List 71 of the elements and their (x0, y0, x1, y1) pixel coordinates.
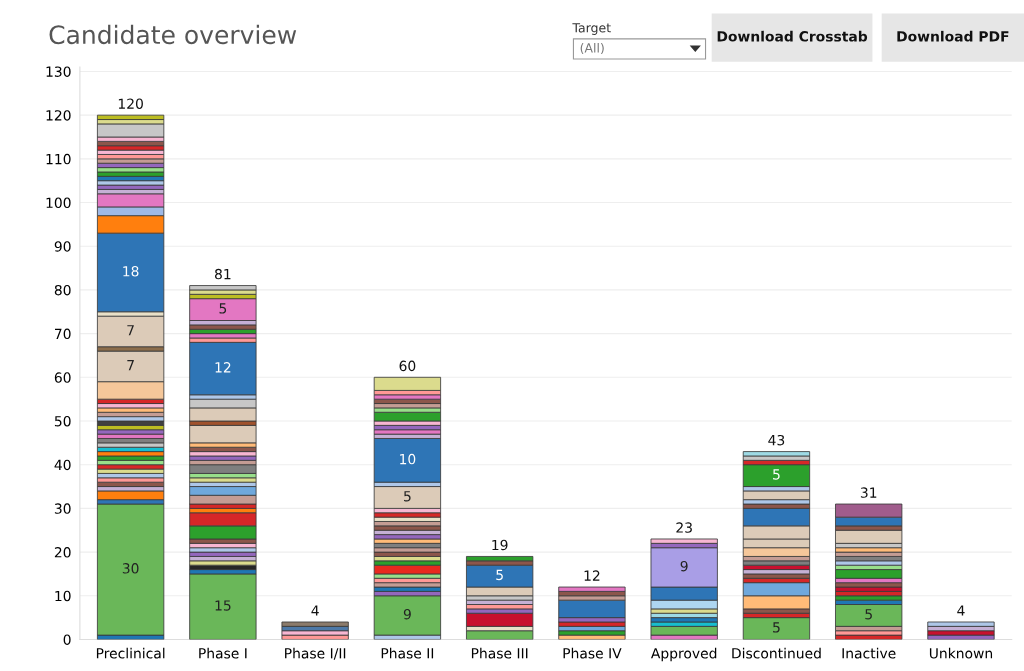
y-tick-label: 60 (54, 372, 71, 383)
bar (96, 154, 165, 160)
total-label: 81 (214, 268, 231, 280)
bar (742, 451, 811, 457)
data-label: 18 (123, 265, 139, 277)
y-tick-label: 70 (55, 328, 71, 340)
bar (650, 625, 718, 636)
data-label: 9 (403, 608, 411, 620)
data-label: 9 (680, 560, 688, 572)
y-tick-label: 30 (54, 503, 71, 514)
data-label: 5 (773, 622, 780, 633)
data-label: 12 (215, 362, 231, 373)
x-tick-label: Phase I/II (285, 647, 346, 660)
data-label: 5 (773, 469, 780, 480)
y-tick-label: 80 (54, 284, 71, 296)
y-tick-label: 110 (46, 153, 71, 165)
y-tick-label: 130 (46, 66, 71, 77)
x-tick-label: Phase IV (563, 647, 622, 659)
total-label: 4 (311, 605, 319, 616)
x-tick-label: Phase I (199, 647, 247, 659)
y-tick-label: 10 (55, 590, 71, 602)
total-label: 43 (768, 434, 785, 446)
text: Download Crosstab (717, 30, 868, 42)
y-tick-label: 20 (54, 547, 71, 558)
text: Download PDF (897, 30, 1009, 42)
y-tick-label: 0 (63, 634, 71, 645)
x-tick-label: Inactive (842, 647, 896, 659)
text: (All) (580, 42, 604, 55)
bar (96, 503, 165, 636)
x-tick-label: Approved (650, 647, 717, 662)
bar (835, 569, 903, 579)
y-tick-label: 50 (54, 415, 71, 427)
total-label: 31 (860, 487, 877, 498)
total-label: 60 (399, 360, 416, 372)
data-label: 5 (865, 609, 872, 620)
bar (281, 621, 349, 627)
total-label: 19 (492, 539, 508, 551)
data-label: 15 (215, 600, 231, 611)
bar (835, 582, 903, 588)
total-label: 120 (118, 98, 143, 109)
data-label: 5 (496, 569, 503, 581)
total-label: 23 (676, 522, 692, 533)
y-tick-label: 120 (46, 110, 71, 121)
bar (189, 573, 257, 640)
y-tick-label: 40 (54, 459, 71, 471)
x-tick-label: Phase II (381, 647, 434, 659)
bar (373, 564, 442, 575)
x-tick-label: Unknown (929, 647, 993, 659)
y-tick-label: 90 (54, 241, 71, 252)
total-label: 4 (957, 605, 965, 616)
data-label: 5 (404, 491, 411, 502)
total-label: 12 (584, 570, 600, 581)
bar (835, 529, 903, 544)
x-tick-label: Preclinical (96, 647, 165, 659)
bar (742, 617, 811, 640)
bar (373, 595, 442, 636)
data-label: 10 (400, 453, 416, 465)
bar (466, 556, 534, 562)
bar (650, 617, 718, 623)
data-label: 5 (219, 303, 227, 314)
bar (96, 167, 165, 173)
data-label: 7 (127, 325, 134, 336)
chart-title: Candidate overview (49, 24, 297, 45)
data-label: 30 (122, 563, 139, 574)
bar (96, 145, 165, 151)
x-tick-label: Phase III (471, 647, 528, 659)
x-tick-label: Discontinued (732, 647, 821, 659)
data-label: 7 (127, 360, 134, 371)
bar (96, 123, 165, 138)
y-tick-label: 100 (46, 197, 71, 209)
text: Target (572, 23, 611, 35)
